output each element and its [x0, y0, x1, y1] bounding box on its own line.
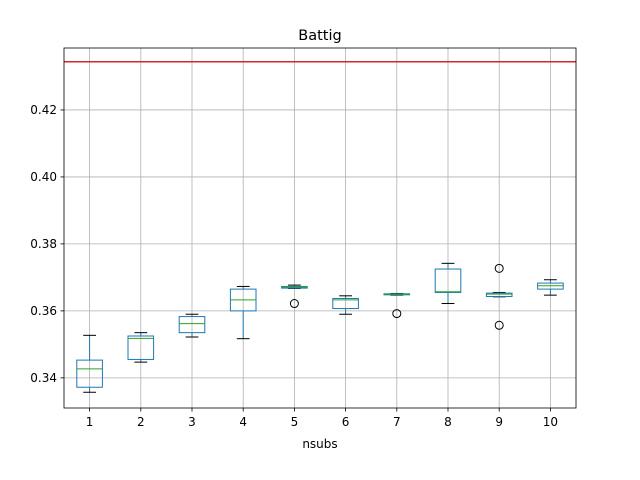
- box-group: [127, 332, 155, 363]
- box-group: [76, 334, 103, 393]
- x-tick-label: 3: [188, 415, 196, 429]
- x-tick-label: 8: [444, 415, 452, 429]
- box-group: [332, 295, 359, 315]
- x-tick-label: 5: [291, 415, 299, 429]
- box-series: [76, 262, 564, 393]
- box-iqr: [127, 335, 155, 360]
- y-tick-label: 0.38: [30, 237, 57, 251]
- outlier-point: [494, 320, 504, 330]
- box-group: [178, 313, 206, 338]
- x-tick-label: 1: [86, 415, 94, 429]
- box-iqr: [434, 268, 462, 293]
- x-tick-label: 6: [342, 415, 350, 429]
- y-tick-label: 0.40: [30, 170, 57, 184]
- x-axis: 1 2 3 4 5 6 7 8 9 10: [86, 408, 558, 429]
- y-tick-label: 0.34: [30, 371, 57, 385]
- box-iqr: [332, 297, 359, 310]
- x-tick-label: 4: [239, 415, 247, 429]
- grid-lines: [64, 48, 576, 408]
- box-iqr: [76, 359, 103, 388]
- y-tick-label: 0.36: [30, 304, 57, 318]
- y-tick-label: 0.42: [30, 103, 57, 117]
- box-group: [485, 263, 513, 330]
- y-axis: 0.34 0.36 0.38 0.40 0.42: [30, 103, 64, 385]
- outlier-point: [494, 263, 504, 273]
- plot-frame: [63, 47, 577, 409]
- x-tick-label: 9: [495, 415, 503, 429]
- box-group: [434, 262, 462, 305]
- x-tick-label: 10: [543, 415, 558, 429]
- box-group: [281, 284, 308, 309]
- x-axis-label: nsubs: [302, 437, 337, 451]
- x-tick-label: 2: [137, 415, 145, 429]
- x-tick-label: 7: [393, 415, 401, 429]
- box-iqr: [178, 316, 206, 334]
- box-iqr: [485, 292, 513, 297]
- box-group: [229, 285, 257, 340]
- box-group: [383, 292, 411, 319]
- outlier-point: [392, 309, 402, 319]
- outlier-point: [289, 299, 299, 309]
- chart-title: Battig: [298, 28, 341, 44]
- box-group: [537, 279, 564, 296]
